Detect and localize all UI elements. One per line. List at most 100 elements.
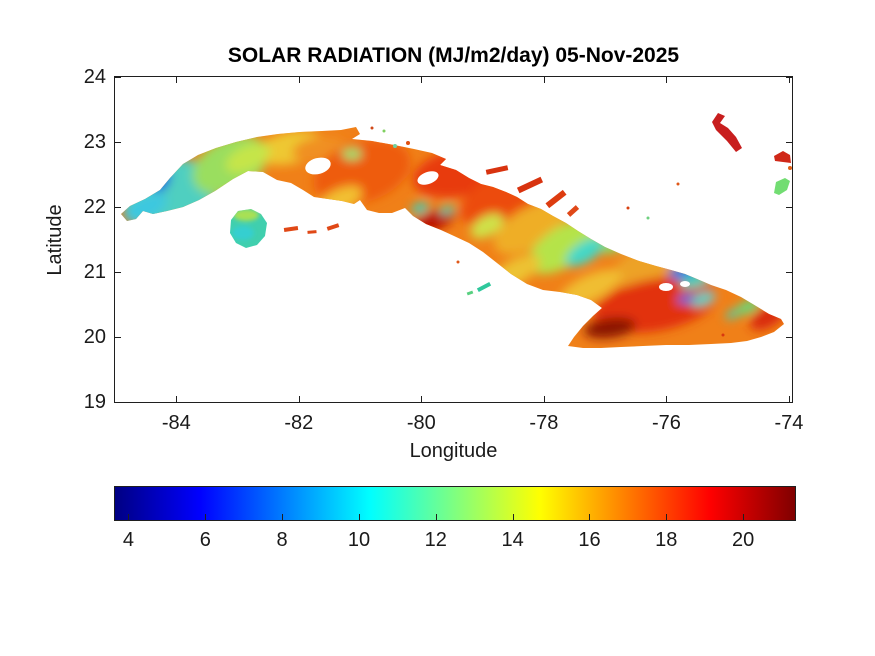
y-axis-label: Latitude <box>44 204 66 276</box>
heat-region <box>721 333 725 337</box>
y-tick-label: 21 <box>83 261 106 283</box>
coastal-cays <box>283 126 725 337</box>
y-tick-mark <box>115 402 121 403</box>
x-tick-mark <box>788 77 790 83</box>
colorbar <box>114 486 796 521</box>
colorbar-tick-label: 16 <box>578 529 601 551</box>
y-tick-mark <box>115 337 121 338</box>
y-tick-mark <box>115 272 121 273</box>
heat-region <box>659 283 673 291</box>
heat-region <box>545 189 567 209</box>
heat-region <box>393 144 397 148</box>
heat-region <box>690 291 716 307</box>
bahamas-islands <box>712 113 742 152</box>
colorbar-tick-mark <box>666 514 668 520</box>
heat-region <box>305 157 331 175</box>
heat-region <box>326 223 340 231</box>
heat-region <box>646 216 650 220</box>
heat-region <box>233 209 259 221</box>
heat-region <box>584 317 636 339</box>
x-tick-label: -74 <box>774 412 804 434</box>
heat-region <box>342 148 362 160</box>
heat-region <box>677 294 695 304</box>
colorbar-tick-label: 6 <box>199 529 211 551</box>
x-tick-mark <box>543 396 545 402</box>
y-tick-mark <box>786 142 792 143</box>
y-tick-mark <box>786 77 792 78</box>
x-tick-mark <box>176 77 178 83</box>
x-tick-label: -84 <box>161 412 191 434</box>
y-tick-label: 24 <box>83 66 106 88</box>
heat-region <box>676 182 680 186</box>
x-axis-label: Longitude <box>409 440 498 462</box>
heat-region <box>225 143 271 173</box>
heat-region <box>456 260 460 264</box>
heat-region <box>476 281 492 293</box>
heat-region <box>485 165 509 175</box>
x-tick-mark <box>666 77 668 83</box>
heat-region <box>470 213 504 239</box>
y-tick-label: 19 <box>83 391 106 413</box>
x-tick-mark <box>421 396 423 402</box>
colorbar-tick-mark <box>205 514 207 520</box>
x-tick-mark <box>543 77 545 83</box>
plot-axes-box <box>114 76 793 403</box>
heat-region <box>712 113 742 152</box>
heat-region <box>774 178 790 195</box>
heat-region <box>307 230 317 234</box>
y-tick-mark <box>115 77 121 78</box>
heat-region <box>565 237 605 267</box>
colorbar-tick-mark <box>435 514 437 520</box>
x-tick-mark <box>298 396 300 402</box>
y-tick-mark <box>115 142 121 143</box>
heat-region <box>313 139 411 205</box>
colorbar-tick-mark <box>282 514 284 520</box>
heat-region <box>680 281 690 287</box>
x-tick-mark <box>298 77 300 83</box>
heat-region <box>493 201 567 255</box>
x-tick-mark <box>788 396 790 402</box>
heat-region <box>122 193 168 223</box>
heat-region <box>439 205 455 215</box>
cloud-gaps <box>305 157 690 291</box>
colorbar-tick-label: 14 <box>501 529 524 551</box>
y-tick-label: 22 <box>83 196 106 218</box>
y-tick-mark <box>786 402 792 403</box>
heat-region <box>382 129 386 133</box>
cuba-heatmap-svg <box>121 113 792 348</box>
y-tick-mark <box>786 337 792 338</box>
colorbar-tick-label: 4 <box>122 529 134 551</box>
colorbar-tick-mark <box>589 514 591 520</box>
heat-region <box>232 226 254 240</box>
heat-region <box>417 171 439 185</box>
y-tick-label: 23 <box>83 131 106 153</box>
heat-region <box>566 205 580 217</box>
colorbar-tick-label: 8 <box>276 529 288 551</box>
colorbar-tick-label: 18 <box>655 529 678 551</box>
isla-de-la-juventud <box>230 209 267 248</box>
chart-title: SOLAR RADIATION (MJ/m2/day) 05-Nov-2025 <box>227 44 680 67</box>
heat-region <box>516 176 544 194</box>
heat-region <box>626 206 630 210</box>
heat-region <box>370 126 374 130</box>
x-tick-label: -78 <box>529 412 559 434</box>
y-tick-label: 20 <box>83 326 106 348</box>
heat-region <box>283 226 299 232</box>
x-tick-mark <box>421 77 423 83</box>
y-tick-mark <box>786 207 792 208</box>
heat-region <box>788 166 792 170</box>
heat-region <box>406 141 410 145</box>
heat-region <box>411 202 429 214</box>
y-tick-mark <box>115 207 121 208</box>
colorbar-tick-mark <box>743 514 745 520</box>
colorbar-tick-mark <box>358 514 360 520</box>
colorbar-tick-mark <box>128 514 130 520</box>
x-tick-label: -80 <box>406 412 436 434</box>
heat-region <box>466 290 474 296</box>
right-edge-islands <box>774 151 792 195</box>
colorbar-tick-mark <box>512 514 514 520</box>
x-tick-label: -76 <box>651 412 681 434</box>
x-tick-label: -82 <box>284 412 314 434</box>
colorbar-tick-label: 12 <box>424 529 447 551</box>
